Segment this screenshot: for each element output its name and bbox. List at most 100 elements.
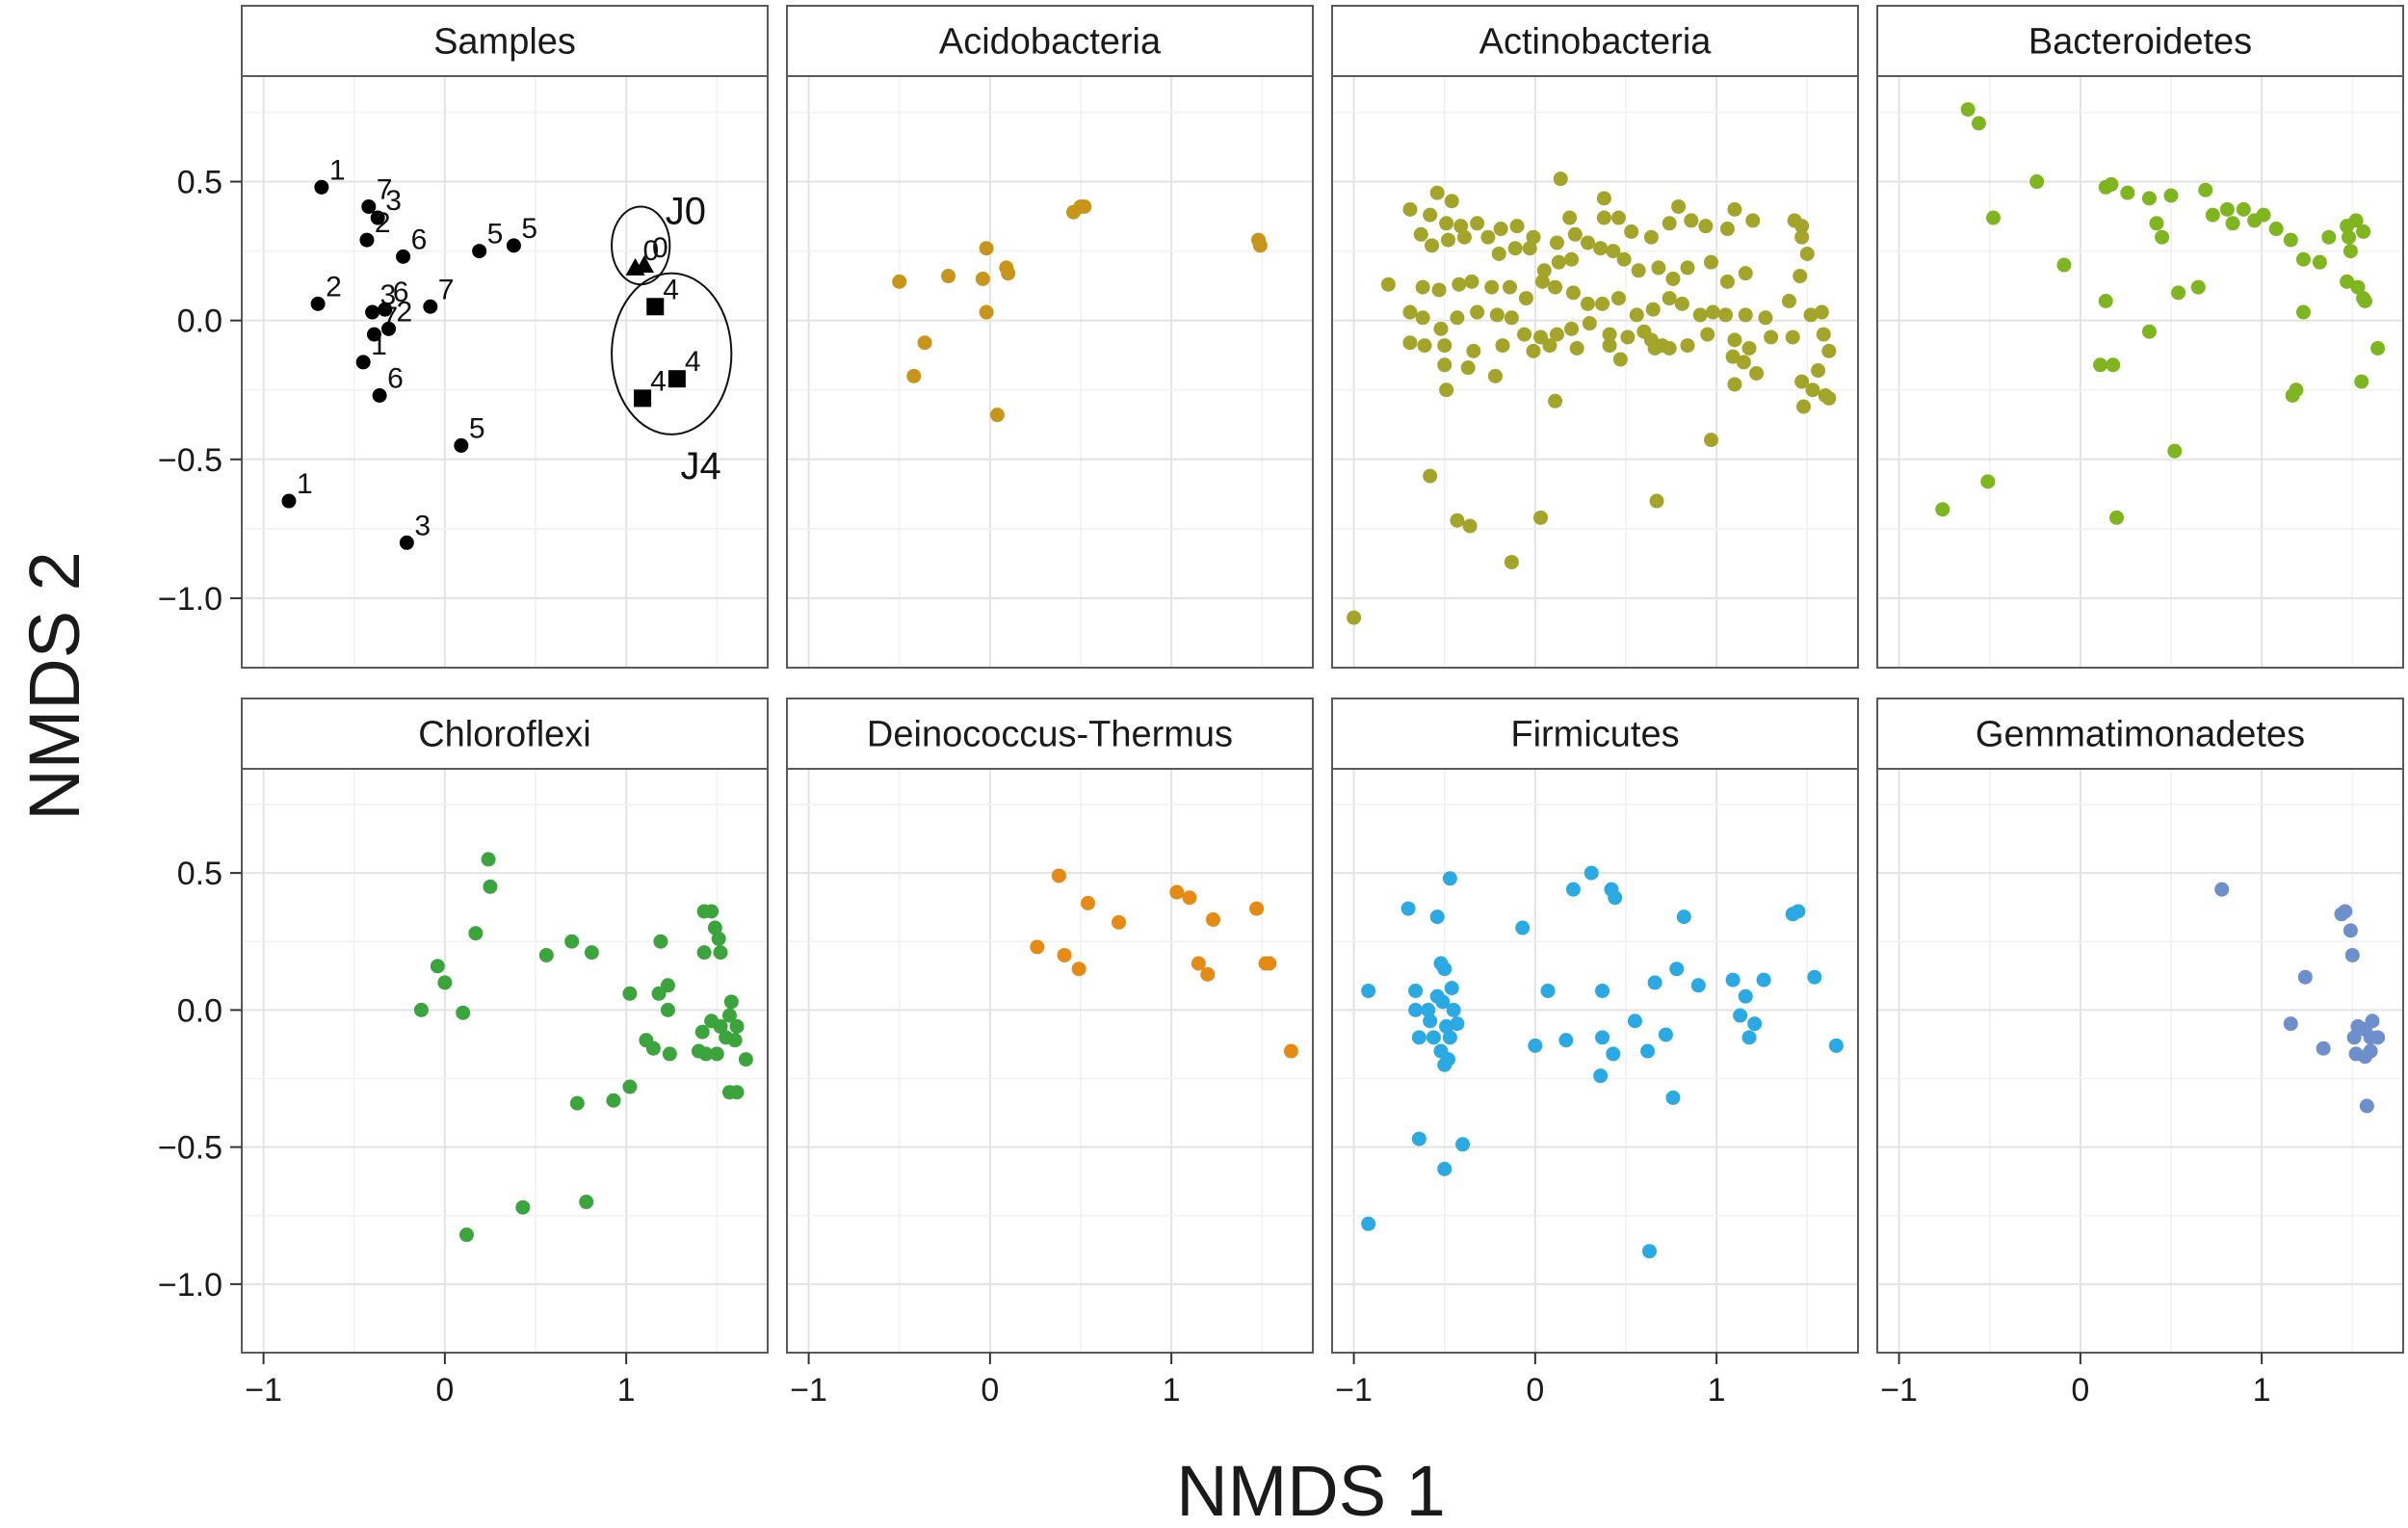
point [1719,274,1735,289]
point [1624,224,1639,239]
point [2321,229,2337,245]
point [1077,198,1092,214]
data-points [1935,102,2386,525]
point [1423,468,1438,484]
point [662,1046,677,1062]
point [1610,291,1626,306]
point [515,1199,531,1215]
point [1985,210,2001,225]
point [454,437,469,453]
point [1606,244,1621,259]
point [1692,307,1708,323]
point [1421,1002,1436,1017]
point [2256,207,2271,223]
point [1249,901,1265,916]
point [1980,474,1996,489]
point [2167,443,2183,459]
point [1781,293,1796,308]
point [660,1002,675,1017]
point [1450,1016,1465,1032]
point [1580,296,1595,311]
point [483,879,498,894]
facet-actinobacteria: Actinobacteria [1331,5,1859,669]
point [1548,279,1563,295]
point [2363,1043,2378,1059]
point [1596,191,1611,206]
facet-acidobacteria: Acidobacteria [786,5,1314,669]
point [1971,116,1986,131]
point [1791,904,1806,919]
point [727,1033,743,1048]
point [1627,1014,1642,1029]
point [1526,343,1541,358]
facet-strip [1331,5,1859,77]
point [538,947,554,962]
point-label: 1 [329,154,346,186]
point [1423,207,1438,223]
point [569,1095,585,1111]
point [1112,914,1127,930]
facet-title: Gemmatimonadetes [1976,715,2305,755]
point [1725,972,1741,988]
point [2295,304,2311,320]
plot-background [1877,76,2403,668]
point [2283,1016,2298,1032]
y-tick-label: 0.0 [177,303,222,340]
point [468,926,484,941]
point [1610,210,1626,225]
data-points [413,852,753,1243]
point [413,1002,429,1017]
point [1565,882,1581,897]
point [1674,296,1689,311]
point [1665,1090,1681,1105]
facet-title: Actinobacteria [1479,22,1713,63]
point [399,535,414,550]
point [2344,947,2360,962]
data-points [1030,868,1298,1059]
point [1738,266,1753,281]
point [1402,335,1418,351]
point [1553,171,1568,187]
point [2163,188,2179,203]
x-tick-label: −1 [1880,1372,1918,1409]
facet-title: Firmicutes [1510,715,1679,755]
point [1504,554,1519,569]
x-tick-label: 0 [435,1372,454,1409]
point [1736,355,1751,370]
point [1749,365,1765,381]
facet-bacteroidetes: Bacteroidetes [1876,5,2404,669]
point [1489,307,1505,323]
point [1200,966,1216,982]
point [1580,235,1595,250]
point [2056,257,2072,273]
point [2357,293,2372,308]
point [694,1024,710,1040]
point [1528,1038,1543,1053]
point [2093,357,2108,373]
point [1703,254,1718,270]
point [1262,956,1277,971]
x-tick-label: 0 [981,1372,999,1409]
plot-background [787,769,1313,1353]
point [1641,1244,1657,1259]
point [1380,277,1396,292]
point [2120,185,2135,200]
point [1408,1002,1424,1017]
facet-strip [786,5,1314,77]
point [1464,274,1479,289]
point [1191,956,1206,971]
point [2106,357,2121,373]
panel-border [1331,768,1859,1354]
point-label: 6 [387,363,404,395]
point-label: 2 [397,296,413,328]
point [1733,1008,1748,1023]
point [1001,266,1016,281]
point-label: 2 [326,271,342,303]
point [2149,216,2164,231]
point [713,1018,728,1034]
point-label: 4 [663,274,679,305]
point [1415,279,1430,295]
point [1738,307,1753,323]
point [1602,327,1617,342]
